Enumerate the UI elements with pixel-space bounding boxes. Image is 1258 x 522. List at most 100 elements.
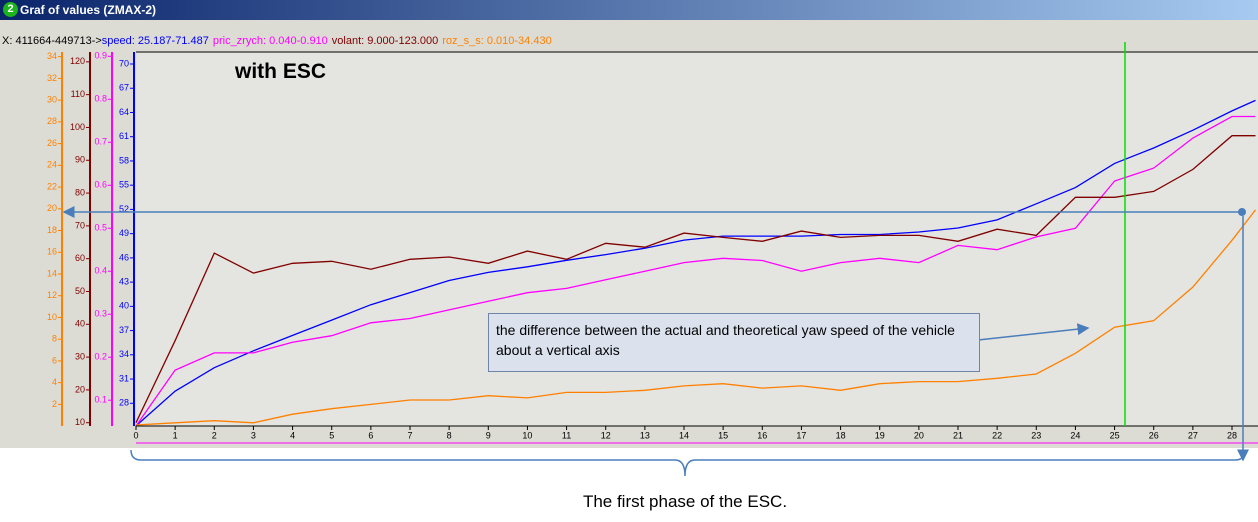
y-tick-label: 22 (47, 181, 57, 191)
y-tick-label: 0.5 (94, 223, 107, 233)
y-tick-label: 110 (71, 89, 85, 99)
y-tick-label: 58 (119, 155, 129, 165)
y-tick-label: 12 (47, 290, 57, 300)
x-tick-label: 12 (601, 430, 611, 440)
y-tick-label: 6 (52, 355, 57, 365)
y-tick-label: 40 (119, 301, 129, 311)
y-tick-label: 67 (119, 83, 129, 93)
y-tick-label: 64 (119, 107, 129, 117)
series-line (135, 115, 1256, 427)
x-tick-label: 13 (640, 430, 650, 440)
y-tick-label: 0.2 (94, 352, 107, 362)
x-tick-label: 3 (251, 430, 256, 440)
x-tick-label: 18 (836, 430, 846, 440)
y-tick-label: 61 (119, 131, 129, 141)
y-tick-label: 28 (119, 398, 129, 408)
y-tick-label: 34 (47, 51, 57, 61)
bracket (130, 449, 1246, 477)
x-tick-label: 26 (1149, 430, 1159, 440)
x-tick-label: 21 (953, 430, 963, 440)
y-tick-label: 100 (70, 122, 85, 132)
y-tick-label: 8 (52, 334, 57, 344)
header: X: 411664-449713->speed: 25.187-71.487 pr… (2, 35, 556, 47)
y-tick-label: 52 (119, 204, 129, 214)
series-line (135, 99, 1256, 427)
x-tick-label: 2 (212, 430, 217, 440)
y-tick-label: 0.1 (94, 395, 107, 405)
legend-entry: volant: 9.000-123.000 (331, 35, 439, 47)
y-tick-label: 0.8 (94, 94, 107, 104)
y-tick-label: 2 (52, 399, 57, 409)
annotation-box: the difference between the actual and th… (488, 313, 980, 372)
legend-entry: roz_s_s: 0.010-34.430 (442, 35, 552, 47)
y-tick-label: 20 (47, 203, 57, 213)
annotation: with ESC (235, 60, 327, 83)
y-tick-label: 30 (47, 95, 57, 105)
x-tick-label: 5 (329, 430, 334, 440)
x-tick-label: 9 (486, 430, 491, 440)
y-tick-label: 0.7 (94, 137, 107, 147)
y-tick-label: 26 (47, 138, 57, 148)
x-tick-label: 24 (1070, 430, 1080, 440)
y-tick-label: 30 (75, 351, 85, 361)
x-tick-label: 23 (1031, 430, 1041, 440)
y-tick-label: 0.3 (94, 309, 107, 319)
x-tick-label: 7 (407, 430, 412, 440)
window-number: 2 (3, 2, 18, 17)
series-line (135, 209, 1257, 426)
x-tick-label: 20 (914, 430, 924, 440)
window-title: Graf of values (ZMAX-2) (20, 3, 157, 17)
y-tick-label: 24 (47, 160, 57, 170)
y-tick-label: 28 (47, 116, 57, 126)
x-tick-label: 10 (522, 430, 532, 440)
x-tick-label: 17 (796, 430, 806, 440)
x-tick-label: 1 (173, 430, 178, 440)
y-tick-label: 0.4 (94, 266, 107, 276)
y-tick-label: 14 (47, 268, 57, 278)
y-tick-label: 43 (119, 276, 129, 286)
y-tick-label: 55 (119, 180, 129, 190)
caption: The first phase of the ESC. (582, 492, 788, 511)
x-tick-label: 16 (757, 430, 767, 440)
y-tick-label: 18 (47, 225, 57, 235)
x-tick-label: 28 (1227, 430, 1237, 440)
y-tick-label: 120 (70, 56, 85, 66)
x-range: X: 411664-449713-> (2, 35, 102, 47)
y-tick-label: 31 (119, 373, 129, 383)
x-tick-label: 0 (133, 430, 138, 440)
arrow (977, 323, 1090, 341)
x-tick-label: 14 (679, 430, 689, 440)
y-tick-label: 10 (47, 312, 57, 322)
y-tick-label: 32 (47, 73, 57, 83)
x-tick-label: 22 (992, 430, 1002, 440)
legend-entry: speed: 25.187-71.487 (101, 35, 209, 47)
y-tick-label: 20 (75, 384, 85, 394)
y-tick-label: 0.6 (94, 180, 107, 190)
y-tick-label: 10 (75, 417, 85, 427)
y-tick-label: 40 (75, 319, 85, 329)
arrow-dot (1238, 208, 1246, 216)
title-bar: 2 Graf of values (ZMAX-2) (0, 0, 1258, 20)
x-tick-label: 15 (718, 430, 728, 440)
y-tick-label: 37 (119, 325, 129, 335)
x-tick-label: 25 (1110, 430, 1120, 440)
x-tick-label: 27 (1188, 430, 1198, 440)
y-tick-label: 50 (75, 286, 85, 296)
x-tick-label: 19 (875, 430, 885, 440)
y-tick-label: 34 (119, 349, 129, 359)
x-tick-label: 4 (290, 430, 295, 440)
y-tick-label: 16 (47, 247, 57, 257)
x-tick-label: 8 (447, 430, 452, 440)
y-tick-label: 60 (75, 253, 85, 263)
x-tick-label: 6 (368, 430, 373, 440)
y-tick-label: 0.9 (94, 51, 107, 61)
x-tick-label: 11 (562, 430, 571, 440)
y-tick-label: 4 (52, 377, 57, 387)
y-tick-label: 90 (75, 155, 85, 165)
y-tick-label: 49 (119, 228, 129, 238)
y-tick-label: 70 (119, 58, 129, 68)
y-tick-label: 70 (75, 220, 85, 230)
y-tick-label: 46 (119, 252, 129, 262)
